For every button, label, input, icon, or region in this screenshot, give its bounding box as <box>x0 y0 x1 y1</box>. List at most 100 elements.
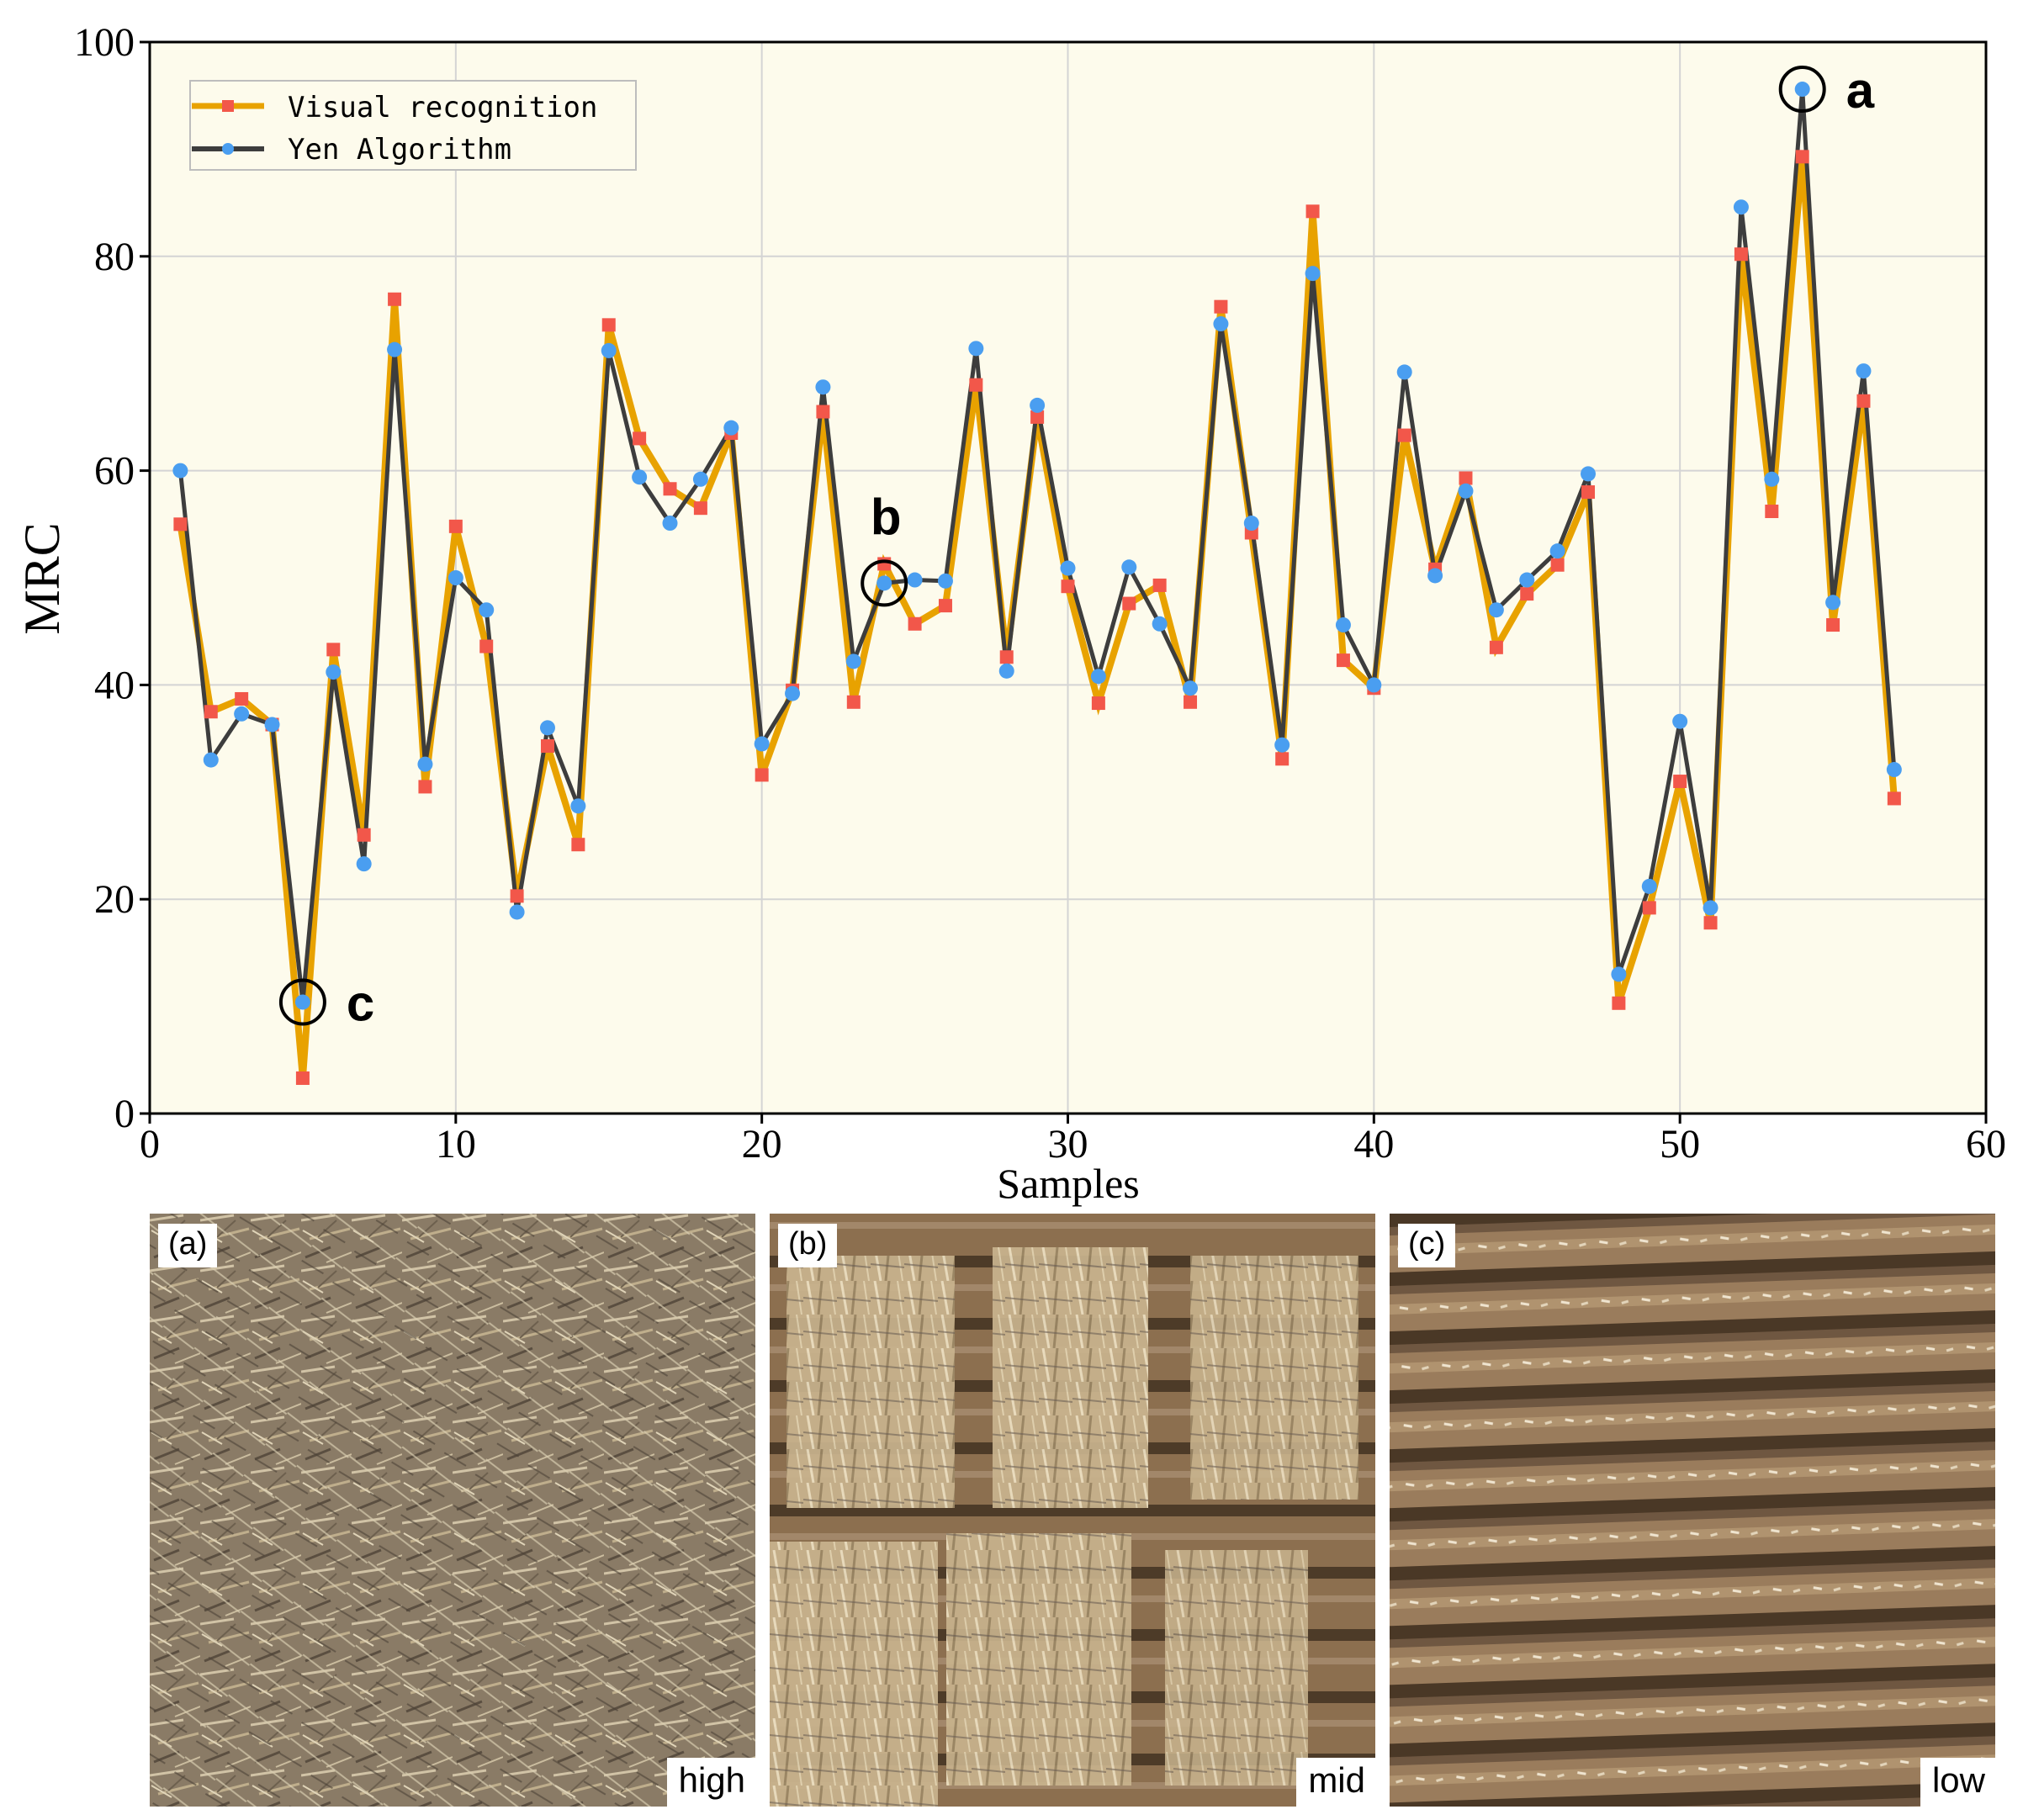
annotation-label-b: b <box>871 489 902 545</box>
point-visual-recognition <box>938 599 952 613</box>
point-visual-recognition <box>1459 471 1473 485</box>
y-tick-label: 60 <box>94 449 135 494</box>
point-visual-recognition <box>1703 916 1718 930</box>
straw-texture-a <box>150 1214 755 1807</box>
photo-label-a: (a) <box>158 1224 218 1267</box>
point-yen-algorithm <box>1396 364 1412 380</box>
point-yen-algorithm <box>1060 560 1076 576</box>
photo-high-residue: (a) high <box>150 1214 755 1807</box>
point-visual-recognition <box>1795 150 1809 164</box>
point-visual-recognition <box>1826 618 1840 632</box>
point-visual-recognition <box>1673 775 1687 789</box>
annotation-circle-c <box>278 978 326 1026</box>
point-visual-recognition <box>1642 901 1656 915</box>
legend-label-visual: Visual recognition <box>288 91 597 124</box>
legend-box <box>189 80 637 171</box>
point-yen-algorithm <box>1794 82 1810 98</box>
y-tick-label: 20 <box>94 877 135 922</box>
point-visual-recognition <box>846 695 861 709</box>
point-visual-recognition <box>357 828 371 842</box>
photo-level-mid: mid <box>1296 1758 1375 1807</box>
point-yen-algorithm <box>447 570 463 585</box>
point-yen-algorithm <box>570 798 586 814</box>
point-yen-algorithm <box>815 379 831 395</box>
annotation-circle-b <box>861 559 908 607</box>
point-yen-algorithm <box>937 573 953 589</box>
point-visual-recognition <box>1856 394 1871 408</box>
legend-marker-visual <box>222 100 234 112</box>
point-yen-algorithm <box>172 463 188 479</box>
point-yen-algorithm <box>1121 559 1137 575</box>
point-visual-recognition <box>1581 485 1596 500</box>
point-visual-recognition <box>1030 410 1045 424</box>
point-yen-algorithm <box>479 602 495 618</box>
point-yen-algorithm <box>417 756 433 772</box>
legend-marker-yen <box>222 143 234 155</box>
photo-low-residue: (c) low <box>1390 1214 1995 1807</box>
point-yen-algorithm <box>509 904 525 920</box>
point-visual-recognition <box>1305 204 1320 219</box>
point-yen-algorithm <box>1825 595 1841 611</box>
point-yen-algorithm <box>601 342 617 358</box>
point-yen-algorithm <box>785 685 801 701</box>
point-visual-recognition <box>388 292 402 306</box>
point-visual-recognition <box>1397 428 1411 442</box>
point-yen-algorithm <box>1243 516 1259 532</box>
point-visual-recognition <box>540 739 554 754</box>
point-visual-recognition <box>204 705 218 719</box>
point-visual-recognition <box>1214 299 1228 314</box>
point-yen-algorithm <box>1549 543 1565 559</box>
point-visual-recognition <box>877 557 892 571</box>
point-yen-algorithm <box>1764 471 1780 487</box>
point-yen-algorithm <box>1733 199 1749 215</box>
annotation-circle-a <box>1778 66 1826 114</box>
y-axis-label: MRC <box>14 522 70 634</box>
point-visual-recognition <box>1550 558 1565 572</box>
point-yen-algorithm <box>1152 616 1168 632</box>
point-visual-recognition <box>969 378 983 392</box>
point-yen-algorithm <box>1427 568 1443 584</box>
point-visual-recognition <box>448 519 463 533</box>
point-visual-recognition <box>510 889 524 903</box>
point-yen-algorithm <box>1335 617 1351 633</box>
point-yen-algorithm <box>692 471 708 487</box>
point-yen-algorithm <box>1581 466 1597 482</box>
point-yen-algorithm <box>1856 363 1872 379</box>
point-visual-recognition <box>235 691 249 706</box>
photo-level-high: high <box>666 1758 755 1807</box>
point-yen-algorithm <box>1305 266 1321 282</box>
point-visual-recognition <box>173 517 188 532</box>
y-tick-label: 100 <box>74 20 135 65</box>
point-visual-recognition <box>1887 791 1901 806</box>
x-tick-label: 40 <box>1353 1122 1394 1167</box>
photo-mid-residue: (b) mid <box>770 1214 1375 1807</box>
point-yen-algorithm <box>876 575 892 591</box>
x-tick-label: 60 <box>1966 1122 2006 1167</box>
point-yen-algorithm <box>1672 713 1688 729</box>
point-visual-recognition <box>693 501 707 516</box>
point-yen-algorithm <box>845 653 861 669</box>
point-yen-algorithm <box>539 720 555 736</box>
point-yen-algorithm <box>1183 680 1199 696</box>
point-visual-recognition <box>1061 579 1075 594</box>
straw-texture-b <box>770 1214 1375 1807</box>
point-visual-recognition <box>1184 695 1198 709</box>
point-visual-recognition <box>816 405 830 419</box>
photo-label-c: (c) <box>1398 1224 1456 1267</box>
point-yen-algorithm <box>356 856 372 872</box>
point-yen-algorithm <box>387 341 403 357</box>
point-visual-recognition <box>571 838 585 852</box>
point-yen-algorithm <box>754 736 770 752</box>
point-visual-recognition <box>418 780 432 794</box>
point-yen-algorithm <box>968 341 984 357</box>
point-yen-algorithm <box>1366 677 1382 693</box>
x-tick-label: 50 <box>1660 1122 1700 1167</box>
point-yen-algorithm <box>1274 737 1290 753</box>
point-yen-algorithm <box>907 572 923 588</box>
point-yen-algorithm <box>632 469 648 485</box>
point-yen-algorithm <box>1519 572 1535 588</box>
mrc-line-chart: 0 10 20 30 40 50 60 0 20 40 60 80 100 MRC Samples a b… <box>14 20 2006 1207</box>
point-visual-recognition <box>1489 640 1503 654</box>
x-tick-label: 0 <box>140 1122 160 1167</box>
point-visual-recognition <box>1091 696 1105 711</box>
